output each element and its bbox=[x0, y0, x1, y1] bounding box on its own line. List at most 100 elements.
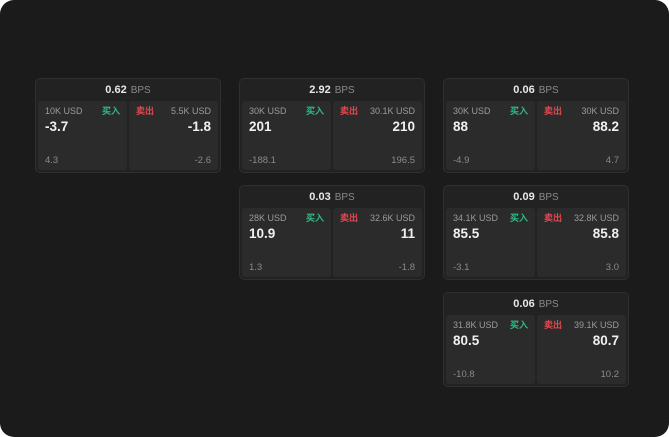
buy-amount: 30K USD bbox=[249, 106, 287, 116]
sell-button[interactable]: 卖出 bbox=[544, 320, 563, 330]
quote-card: 0.62 BPS 10K USD 买入 -3.7 4.3 卖出 5.5K USD bbox=[35, 78, 221, 173]
spread-value: 0.03 bbox=[309, 191, 331, 203]
sell-button[interactable]: 卖出 bbox=[544, 106, 563, 116]
buy-top-row: 34.1K USD 买入 bbox=[453, 214, 528, 223]
buy-change: -10.8 bbox=[453, 368, 475, 380]
buy-button[interactable]: 买入 bbox=[305, 213, 324, 223]
spread-value: 0.06 bbox=[513, 84, 535, 96]
spread-unit: BPS bbox=[538, 84, 559, 96]
buy-price: 88 bbox=[453, 119, 469, 134]
buy-price: 201 bbox=[249, 119, 272, 134]
spread-header: 0.62 BPS bbox=[38, 79, 218, 101]
buy-price: 80.5 bbox=[453, 333, 480, 348]
sell-amount: 5.5K USD bbox=[170, 106, 211, 116]
sell-amount: 32.6K USD bbox=[369, 213, 415, 223]
sell-panel[interactable]: 卖出 32.8K USD 85.8 3.0 bbox=[537, 208, 626, 277]
sell-change: 3.0 bbox=[605, 261, 619, 273]
spread-unit: BPS bbox=[130, 84, 151, 96]
buy-panel[interactable]: 10K USD 买入 -3.7 4.3 bbox=[38, 101, 127, 170]
buy-change: -188.1 bbox=[249, 154, 276, 166]
sell-button[interactable]: 卖出 bbox=[544, 213, 563, 223]
spread-header: 0.09 BPS bbox=[446, 186, 626, 208]
buy-top-row: 30K USD 买入 bbox=[453, 107, 528, 116]
sell-top-row: 卖出 30.1K USD bbox=[340, 107, 415, 116]
sell-change: 196.5 bbox=[391, 154, 415, 166]
quote-card: 2.92 BPS 30K USD 买入 201 -188.1 卖出 30.1K … bbox=[239, 78, 425, 173]
sell-panel[interactable]: 卖出 30.1K USD 210 196.5 bbox=[333, 101, 422, 170]
sell-panel[interactable]: 卖出 32.6K USD 11 -1.8 bbox=[333, 208, 422, 277]
buy-change: 4.3 bbox=[45, 154, 59, 166]
buy-panel[interactable]: 30K USD 买入 88 -4.9 bbox=[446, 101, 535, 170]
buy-top-row: 31.8K USD 买入 bbox=[453, 321, 528, 330]
sell-price: 88.2 bbox=[592, 119, 619, 134]
sell-top-row: 卖出 32.8K USD bbox=[544, 214, 619, 223]
spread-unit: BPS bbox=[334, 191, 355, 203]
buy-change: -3.1 bbox=[453, 261, 470, 273]
buy-button[interactable]: 买入 bbox=[509, 213, 528, 223]
quote-body: 34.1K USD 买入 85.5 -3.1 卖出 32.8K USD 85.8… bbox=[446, 208, 626, 277]
buy-top-row: 30K USD 买入 bbox=[249, 107, 324, 116]
buy-price: 10.9 bbox=[249, 226, 276, 241]
quote-body: 31.8K USD 买入 80.5 -10.8 卖出 39.1K USD 80.… bbox=[446, 315, 626, 384]
spread-value: 0.06 bbox=[513, 298, 535, 310]
buy-panel[interactable]: 30K USD 买入 201 -188.1 bbox=[242, 101, 331, 170]
quote-body: 30K USD 买入 201 -188.1 卖出 30.1K USD 210 1… bbox=[242, 101, 422, 170]
buy-button[interactable]: 买入 bbox=[101, 106, 120, 116]
sell-amount: 32.8K USD bbox=[573, 213, 619, 223]
buy-panel[interactable]: 34.1K USD 买入 85.5 -3.1 bbox=[446, 208, 535, 277]
buy-amount: 30K USD bbox=[453, 106, 491, 116]
quote-card: 0.06 BPS 30K USD 买入 88 -4.9 卖出 30K USD bbox=[443, 78, 629, 173]
buy-button[interactable]: 买入 bbox=[509, 320, 528, 330]
buy-price: -3.7 bbox=[45, 119, 69, 134]
quote-body: 10K USD 买入 -3.7 4.3 卖出 5.5K USD -1.8 -2.… bbox=[38, 101, 218, 170]
buy-top-row: 28K USD 买入 bbox=[249, 214, 324, 223]
spread-value: 0.62 bbox=[105, 84, 127, 96]
sell-price: 210 bbox=[392, 119, 415, 134]
spread-value: 2.92 bbox=[309, 84, 331, 96]
sell-top-row: 卖出 32.6K USD bbox=[340, 214, 415, 223]
sell-panel[interactable]: 卖出 39.1K USD 80.7 10.2 bbox=[537, 315, 626, 384]
buy-panel[interactable]: 31.8K USD 买入 80.5 -10.8 bbox=[446, 315, 535, 384]
buy-amount: 31.8K USD bbox=[453, 320, 499, 330]
sell-change: 10.2 bbox=[600, 368, 620, 380]
sell-price: 85.8 bbox=[592, 226, 619, 241]
spread-unit: BPS bbox=[334, 84, 355, 96]
buy-button[interactable]: 买入 bbox=[305, 106, 324, 116]
buy-amount: 10K USD bbox=[45, 106, 83, 116]
buy-amount: 34.1K USD bbox=[453, 213, 499, 223]
buy-price: 85.5 bbox=[453, 226, 480, 241]
sell-button[interactable]: 卖出 bbox=[340, 213, 359, 223]
spread-unit: BPS bbox=[538, 298, 559, 310]
spread-header: 0.06 BPS bbox=[446, 79, 626, 101]
sell-top-row: 卖出 5.5K USD bbox=[136, 107, 211, 116]
sell-button[interactable]: 卖出 bbox=[136, 106, 155, 116]
sell-price: 11 bbox=[400, 226, 415, 241]
spread-header: 0.03 BPS bbox=[242, 186, 422, 208]
sell-amount: 30.1K USD bbox=[369, 106, 415, 116]
buy-button[interactable]: 买入 bbox=[509, 106, 528, 116]
sell-change: -1.8 bbox=[398, 261, 415, 273]
sell-button[interactable]: 卖出 bbox=[340, 106, 359, 116]
sell-change: 4.7 bbox=[605, 154, 619, 166]
quote-card: 0.06 BPS 31.8K USD 买入 80.5 -10.8 卖出 39.1… bbox=[443, 292, 629, 387]
sell-amount: 30K USD bbox=[581, 106, 619, 116]
buy-amount: 28K USD bbox=[249, 213, 287, 223]
spread-value: 0.09 bbox=[513, 191, 535, 203]
spread-header: 2.92 BPS bbox=[242, 79, 422, 101]
buy-change: 1.3 bbox=[249, 261, 263, 273]
sell-panel[interactable]: 卖出 30K USD 88.2 4.7 bbox=[537, 101, 626, 170]
buy-top-row: 10K USD 买入 bbox=[45, 107, 120, 116]
buy-change: -4.9 bbox=[453, 154, 470, 166]
sell-amount: 39.1K USD bbox=[573, 320, 619, 330]
sell-panel[interactable]: 卖出 5.5K USD -1.8 -2.6 bbox=[129, 101, 218, 170]
buy-panel[interactable]: 28K USD 买入 10.9 1.3 bbox=[242, 208, 331, 277]
quote-card: 0.03 BPS 28K USD 买入 10.9 1.3 卖出 32.6K US… bbox=[239, 185, 425, 280]
quote-body: 28K USD 买入 10.9 1.3 卖出 32.6K USD 11 -1.8 bbox=[242, 208, 422, 277]
sell-change: -2.6 bbox=[194, 154, 211, 166]
quotes-grid: 0.62 BPS 10K USD 买入 -3.7 4.3 卖出 5.5K USD bbox=[35, 78, 629, 387]
sell-top-row: 卖出 39.1K USD bbox=[544, 321, 619, 330]
quote-body: 30K USD 买入 88 -4.9 卖出 30K USD 88.2 4.7 bbox=[446, 101, 626, 170]
sell-price: 80.7 bbox=[592, 333, 619, 348]
spread-unit: BPS bbox=[538, 191, 559, 203]
